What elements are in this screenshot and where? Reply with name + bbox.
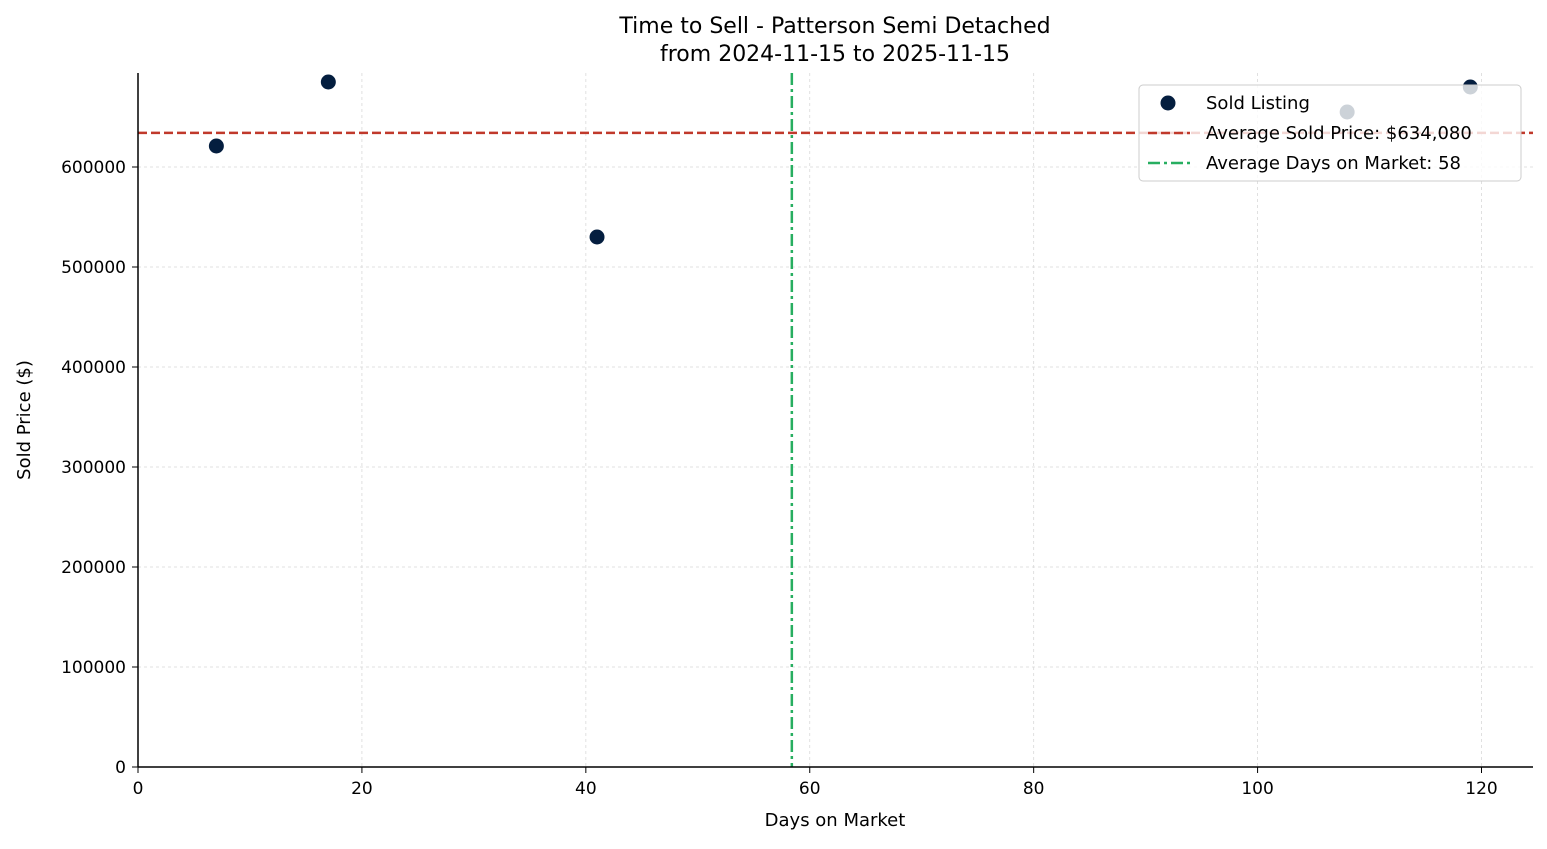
y-tick-label: 300000 xyxy=(61,458,126,478)
x-tick-label: 80 xyxy=(1023,779,1045,799)
y-axis-label: Sold Price ($) xyxy=(14,360,35,480)
chart-title: Time to Sell - Patterson Semi Detached xyxy=(618,14,1050,39)
y-tick-label: 100000 xyxy=(61,658,126,678)
legend-box xyxy=(1138,84,1522,182)
axes: 0 20 40 60 80 100 120 0 100000 200000 300000 400000… xyxy=(61,73,1533,799)
grid xyxy=(138,73,1533,767)
y-tick-label: 200000 xyxy=(61,558,126,578)
data-point xyxy=(589,229,605,245)
legend-label: Sold Listing xyxy=(1206,93,1310,114)
x-tick-label: 0 xyxy=(133,779,144,799)
y-tick-label: 500000 xyxy=(61,258,126,278)
legend-label: Average Sold Price: $634,080 xyxy=(1206,123,1472,144)
y-tick-label: 400000 xyxy=(61,358,126,378)
x-tick-label: 60 xyxy=(799,779,821,799)
chart-subtitle: from 2024-11-15 to 2025-11-15 xyxy=(660,42,1010,67)
x-tick-label: 120 xyxy=(1465,779,1497,799)
data-point xyxy=(320,74,336,90)
x-axis-label: Days on Market xyxy=(765,810,906,831)
y-tick-label: 0 xyxy=(115,758,126,778)
legend-marker xyxy=(1160,95,1176,111)
x-tick-label: 20 xyxy=(351,779,373,799)
legend: Sold Listing Average Sold Price: $634,080… xyxy=(1138,84,1522,182)
x-tick-label: 100 xyxy=(1241,779,1273,799)
legend-label: Average Days on Market: 58 xyxy=(1206,153,1461,174)
x-tick-label: 40 xyxy=(575,779,597,799)
y-tick-label: 600000 xyxy=(61,158,126,178)
data-point xyxy=(208,138,224,154)
